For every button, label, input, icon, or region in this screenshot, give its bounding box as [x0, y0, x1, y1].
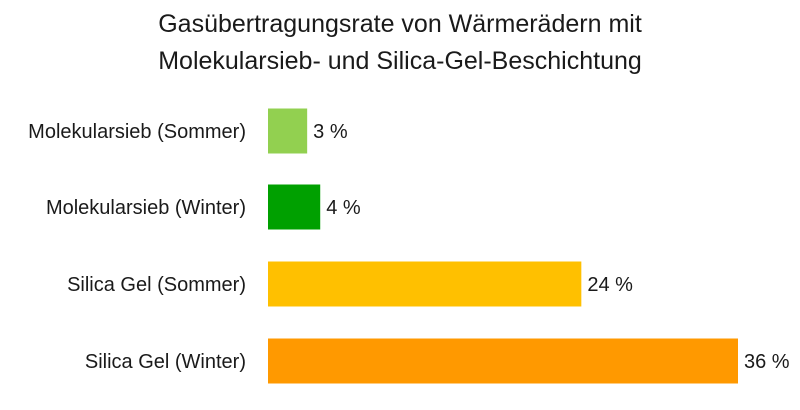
chart-title-line-2: Molekularsieb- und Silica-Gel-Beschichtu… [158, 47, 642, 75]
value-label-1: 3 % [313, 121, 348, 143]
bars-group: Molekularsieb (Sommer) 3 % Molekularsieb (… [28, 108, 790, 384]
category-label-4: Silica Gel (Winter) [85, 351, 246, 373]
chart-title-line-1: Gasübertragungsrate von Wärmerädern mit [158, 10, 642, 38]
category-label-2: Molekularsieb (Winter) [46, 197, 246, 219]
value-label-4: 36 % [744, 351, 790, 373]
category-label-3: Silica Gel (Sommer) [67, 274, 246, 296]
bar-1 [268, 108, 308, 154]
bar-4 [268, 338, 738, 384]
bar-2 [268, 184, 321, 230]
bar-3 [268, 261, 582, 307]
value-label-2: 4 % [326, 197, 361, 219]
category-label-1: Molekularsieb (Sommer) [28, 121, 246, 143]
value-label-3: 24 % [587, 274, 633, 296]
